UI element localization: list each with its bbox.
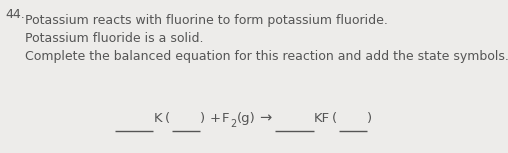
Text: Potassium reacts with fluorine to form potassium fluoride.: Potassium reacts with fluorine to form p…	[25, 14, 388, 27]
Text: F: F	[222, 112, 230, 125]
Text: →: →	[259, 110, 271, 125]
Text: +: +	[210, 112, 221, 125]
Text: (g): (g)	[237, 112, 256, 125]
Text: K: K	[154, 112, 163, 125]
Text: (: (	[165, 112, 170, 125]
Text: 2: 2	[230, 119, 236, 129]
Text: 44.: 44.	[5, 8, 25, 21]
Text: ): )	[367, 112, 372, 125]
Text: KF: KF	[314, 112, 330, 125]
Text: (: (	[332, 112, 337, 125]
Text: ): )	[200, 112, 205, 125]
Text: Complete the balanced equation for this reaction and add the state symbols.: Complete the balanced equation for this …	[25, 50, 508, 63]
Text: Potassium fluoride is a solid.: Potassium fluoride is a solid.	[25, 32, 204, 45]
